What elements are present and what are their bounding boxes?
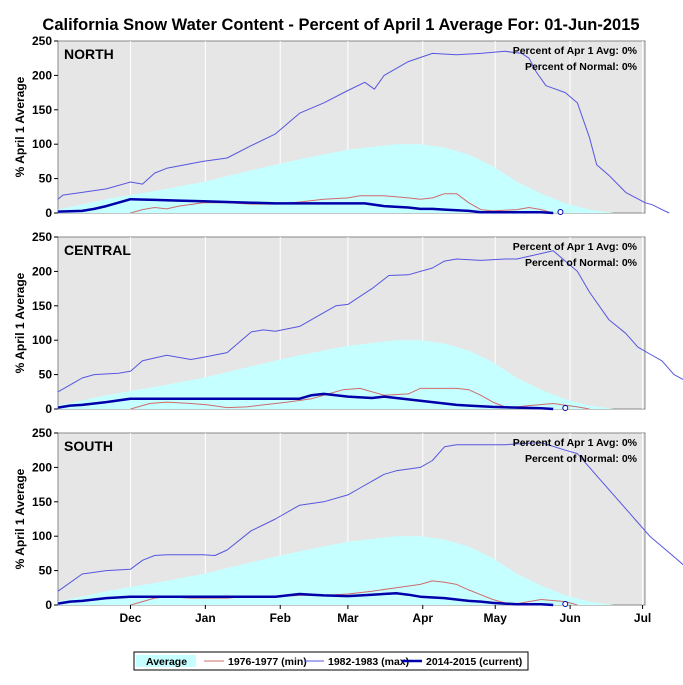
y-tick-label: 50 (39, 172, 53, 186)
region-label: SOUTH (64, 438, 113, 454)
series-average-area (58, 340, 614, 409)
y-tick-label: 100 (32, 529, 52, 543)
series-max-line (57, 250, 683, 393)
series-min-line (130, 193, 554, 214)
chart-panels: 0 50 100 150 200 250 % April 1 Average NORTH Per… (13, 34, 683, 625)
y-tick-label: 0 (45, 598, 52, 612)
y-tick-label: 0 (45, 402, 52, 416)
y-tick-label: 150 (32, 495, 52, 509)
x-tick-label: Jan (195, 611, 216, 625)
legend-label-average: Average (146, 656, 187, 668)
x-tick-label: Mar (337, 611, 359, 625)
x-tick-label: Apr (412, 611, 433, 625)
stat-percent-apr1: Percent of Apr 1 Avg: 0% (513, 437, 638, 449)
x-tick-label: Jun (559, 611, 580, 625)
series-max-line (57, 50, 670, 214)
y-tick-label: 250 (32, 34, 52, 48)
x-tick-label: Feb (270, 611, 291, 625)
series-max-line (57, 442, 683, 592)
series-average-area (58, 536, 614, 605)
stat-percent-normal: Percent of Normal: 0% (525, 453, 638, 465)
chart-title: California Snow Water Content - Percent … (42, 16, 639, 34)
y-tick-label: 150 (32, 299, 52, 313)
panel-north: 0 50 100 150 200 250 % April 1 Average NORTH Per… (13, 34, 670, 220)
x-tick-label: May (484, 611, 508, 625)
series-average-area (58, 144, 614, 213)
y-tick-label: 250 (32, 230, 52, 244)
stat-percent-apr1: Percent of Apr 1 Avg: 0% (513, 45, 638, 57)
legend-label-min: 1976-1977 (min) (228, 656, 307, 668)
region-label: CENTRAL (64, 242, 131, 258)
legend-box (133, 651, 529, 671)
stat-percent-apr1: Percent of Apr 1 Avg: 0% (513, 241, 638, 253)
stat-percent-normal: Percent of Normal: 0% (525, 257, 638, 269)
series-current-line (57, 592, 554, 607)
y-tick-label: 0 (45, 206, 52, 220)
y-tick-label: 100 (32, 333, 52, 347)
y-tick-label: 150 (32, 103, 52, 117)
y-axis-label: % April 1 Average (13, 272, 27, 373)
current-date-marker (557, 209, 564, 215)
series-current-line (57, 197, 554, 215)
current-date-marker (562, 601, 569, 607)
current-date-marker (562, 405, 569, 411)
y-tick-label: 50 (39, 368, 53, 382)
panel-south: 0 50 100 150 200 250 % April 1 Average SOUTH Per… (13, 426, 683, 625)
y-tick-label: 200 (32, 460, 52, 474)
panel-central: 0 50 100 150 200 250 % April 1 Average CENTRAL P… (13, 230, 683, 416)
region-label: NORTH (64, 46, 114, 62)
y-tick-label: 200 (32, 264, 52, 278)
legend-swatch-average (136, 655, 196, 667)
stat-percent-normal: Percent of Normal: 0% (525, 61, 638, 73)
y-axis-label: % April 1 Average (13, 468, 27, 569)
legend-label-max: 1982-1983 (max) (328, 656, 409, 668)
x-tick-label: Jul (634, 611, 651, 625)
y-tick-label: 50 (39, 564, 53, 578)
y-tick-label: 100 (32, 137, 52, 151)
x-tick-label: Dec (119, 611, 141, 625)
series-current-line (57, 392, 554, 411)
y-tick-label: 250 (32, 426, 52, 440)
legend-label-current: 2014-2015 (current) (426, 656, 522, 668)
y-axis-label: % April 1 Average (13, 76, 27, 177)
chart-legend: Average 1976-1977 (min) 1982-1983 (max) 201… (133, 651, 529, 671)
y-tick-label: 200 (32, 68, 52, 82)
